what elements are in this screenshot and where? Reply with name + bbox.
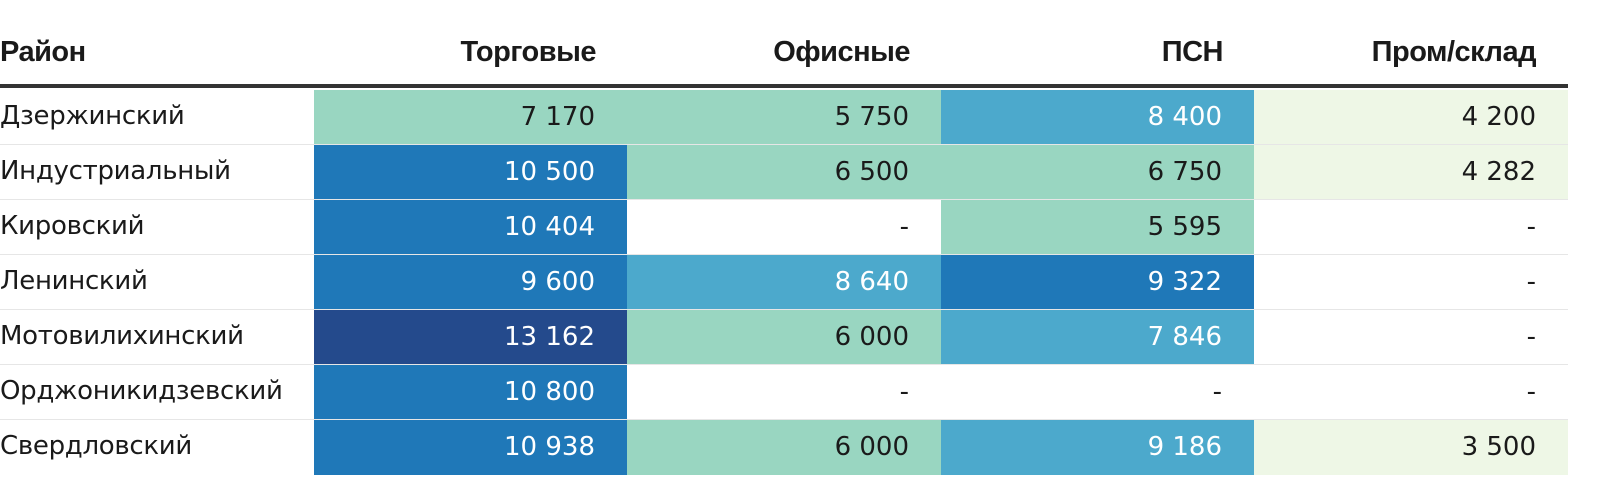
row-divider	[0, 199, 1568, 200]
value-cell: 6 750	[941, 145, 1254, 200]
value-cell: -	[1254, 200, 1568, 255]
district-name: Свердловский	[0, 431, 192, 461]
value-cell: 5 595	[941, 200, 1254, 255]
row-divider	[0, 309, 1568, 310]
value-cell: 9 186	[941, 420, 1254, 475]
table-row: Орджоникидзевский 10 800- - -	[0, 365, 1568, 420]
header-district: Район	[0, 36, 86, 68]
value-cell: 6 000	[627, 310, 941, 365]
value-cell: -	[1254, 255, 1568, 310]
value-cell: 8 640	[627, 255, 941, 310]
row-divider	[0, 419, 1568, 420]
value-cell: 10 938	[314, 420, 627, 475]
header-psn: ПСН	[1161, 36, 1224, 68]
table-row: Мотовилихинский 13 162 6 000 7 846-	[0, 310, 1568, 365]
table-row: Кировский 10 404-5 595-	[0, 200, 1568, 255]
value-cell: 13 162	[314, 310, 627, 365]
value-cell: 6 500	[627, 145, 941, 200]
header-retail: Торговые	[460, 36, 597, 68]
value-cell: 10 500	[314, 145, 627, 200]
value-cell: 8 400	[941, 90, 1254, 145]
district-name: Дзержинский	[0, 101, 185, 131]
district-name: Мотовилихинский	[0, 321, 244, 351]
table-row: Индустриальный 10 500 6 500 6 750 4 282	[0, 145, 1568, 200]
row-divider	[0, 144, 1568, 145]
value-cell: 4 200	[1254, 90, 1568, 145]
district-name: Орджоникидзевский	[0, 376, 283, 406]
table-row: Дзержинский 7 170 5 750 8 400 4 200	[0, 90, 1568, 145]
value-cell: 9 600	[314, 255, 627, 310]
table-row: Ленинский 9 600 8 640 9 322-	[0, 255, 1568, 310]
value-cell: -	[941, 365, 1254, 420]
header-industrial-warehouse: Пром/склад	[1371, 36, 1537, 68]
row-divider	[0, 364, 1568, 365]
district-name: Кировский	[0, 211, 145, 241]
value-cell: 9 322	[941, 255, 1254, 310]
table-header: Район Торговые Офисные ПСН Пром/склад	[0, 0, 1568, 88]
value-cell: -	[1254, 310, 1568, 365]
value-cell: 5 750	[627, 90, 941, 145]
district-name: Ленинский	[0, 266, 148, 296]
value-cell: 10 800	[314, 365, 627, 420]
value-cell: 3 500	[1254, 420, 1568, 475]
value-cell: -	[627, 365, 941, 420]
value-cell: -	[1254, 365, 1568, 420]
value-cell: -	[627, 200, 941, 255]
district-name: Индустриальный	[0, 156, 231, 186]
table-row: Свердловский 10 938 6 000 9 186 3 500	[0, 420, 1568, 475]
header-office: Офисные	[773, 36, 910, 68]
value-cell: 6 000	[627, 420, 941, 475]
value-cell: 7 846	[941, 310, 1254, 365]
value-cell: 4 282	[1254, 145, 1568, 200]
row-divider	[0, 254, 1568, 255]
value-cell: 7 170	[314, 90, 627, 145]
value-cell: 10 404	[314, 200, 627, 255]
